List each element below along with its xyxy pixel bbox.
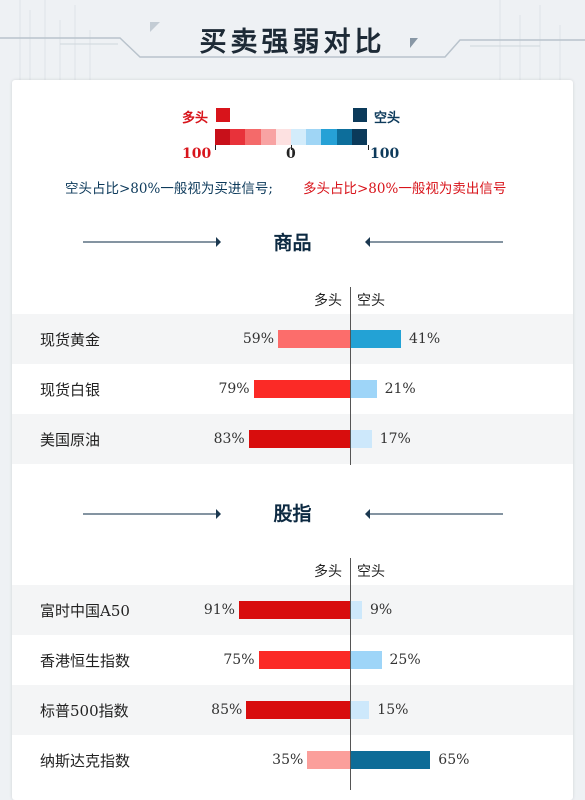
table-row: 现货白银 79% 21% bbox=[12, 364, 573, 414]
legend-scale-ticks bbox=[215, 145, 369, 150]
short-percent: 21% bbox=[384, 381, 416, 397]
page-title: 买卖强弱对比 bbox=[199, 27, 386, 58]
short-percent: 15% bbox=[377, 702, 409, 718]
short-bar bbox=[351, 701, 370, 719]
legend-scale-left: 100 bbox=[182, 146, 212, 162]
center-axis bbox=[350, 287, 351, 465]
long-bar bbox=[258, 651, 350, 669]
table-row: 富时中国A50 91% 9% bbox=[12, 585, 573, 635]
row-name: 香港恒生指数 bbox=[40, 652, 131, 670]
short-percent: 65% bbox=[438, 752, 470, 768]
short-percent: 41% bbox=[409, 331, 441, 347]
scale-segment bbox=[245, 129, 261, 145]
scale-segment bbox=[260, 129, 276, 145]
column-label-short: 空头 bbox=[357, 564, 385, 580]
short-bar bbox=[351, 751, 431, 769]
legend-color-scale bbox=[215, 129, 367, 145]
row-name: 纳斯达克指数 bbox=[40, 752, 131, 770]
legend-scale-right: 100 bbox=[370, 146, 400, 162]
short-bar bbox=[351, 430, 372, 448]
long-percent: 59% bbox=[242, 331, 275, 347]
scale-segment bbox=[321, 129, 337, 145]
column-label-short: 空头 bbox=[357, 293, 385, 309]
short-bar bbox=[351, 380, 377, 398]
long-bar bbox=[253, 380, 350, 398]
section-title-indices: 股指 bbox=[273, 503, 312, 525]
title-frame bbox=[0, 22, 585, 58]
long-percent: 83% bbox=[213, 431, 245, 447]
row-name: 富时中国A50 bbox=[40, 602, 130, 620]
short-percent: 9% bbox=[369, 602, 393, 618]
short-bar bbox=[351, 330, 402, 348]
scale-segment bbox=[275, 129, 291, 145]
scale-segment bbox=[336, 129, 352, 145]
table-row: 美国原油 83% 17% bbox=[12, 414, 573, 464]
center-axis bbox=[350, 558, 351, 790]
scale-segment bbox=[230, 129, 246, 145]
note-long-signal: 多头占比>80%一般视为卖出信号 bbox=[303, 181, 507, 197]
page-header: 买卖强弱对比 bbox=[0, 0, 585, 78]
section-deco-left bbox=[83, 509, 221, 519]
long-bar bbox=[307, 751, 350, 769]
section-deco-right bbox=[365, 237, 503, 247]
scale-segment bbox=[290, 129, 307, 145]
scale-segment bbox=[306, 129, 322, 145]
long-percent: 75% bbox=[223, 652, 255, 668]
table-row: 纳斯达克指数 35% 65% bbox=[12, 735, 573, 785]
scale-segment bbox=[351, 129, 367, 145]
scale-segment bbox=[215, 129, 231, 145]
long-bar bbox=[246, 701, 350, 719]
long-percent: 79% bbox=[218, 381, 250, 397]
column-label-long: 多头 bbox=[314, 293, 342, 309]
legend-scale-mid: 0 bbox=[286, 146, 296, 162]
long-percent: 35% bbox=[272, 752, 304, 768]
short-bar bbox=[351, 601, 362, 619]
long-bar bbox=[278, 330, 350, 348]
row-name: 标普500指数 bbox=[40, 702, 129, 720]
section-title-commodities: 商品 bbox=[273, 232, 312, 254]
section-deco-left bbox=[83, 237, 221, 247]
long-bar bbox=[238, 601, 350, 619]
row-name: 美国原油 bbox=[40, 431, 101, 449]
table-row: 标普500指数 85% 15% bbox=[12, 685, 573, 735]
table-row: 香港恒生指数 75% 25% bbox=[12, 635, 573, 685]
short-percent: 17% bbox=[379, 431, 411, 447]
legend-long-swatch bbox=[216, 108, 230, 122]
column-label-long: 多头 bbox=[314, 564, 342, 580]
legend-short-label: 空头 bbox=[374, 111, 401, 126]
short-bar bbox=[351, 651, 382, 669]
long-bar bbox=[248, 430, 350, 448]
row-name: 现货黄金 bbox=[40, 331, 101, 349]
row-name: 现货白银 bbox=[40, 381, 101, 399]
short-percent: 25% bbox=[389, 652, 421, 668]
table-row: 现货黄金 59% 41% bbox=[12, 314, 573, 364]
legend-short-swatch bbox=[353, 108, 367, 122]
note-short-signal: 空头占比>80%一般视为买进信号; bbox=[65, 181, 273, 197]
long-percent: 91% bbox=[203, 602, 235, 618]
legend-long-label: 多头 bbox=[182, 111, 209, 126]
section-deco-right bbox=[365, 509, 503, 519]
long-percent: 85% bbox=[211, 702, 243, 718]
